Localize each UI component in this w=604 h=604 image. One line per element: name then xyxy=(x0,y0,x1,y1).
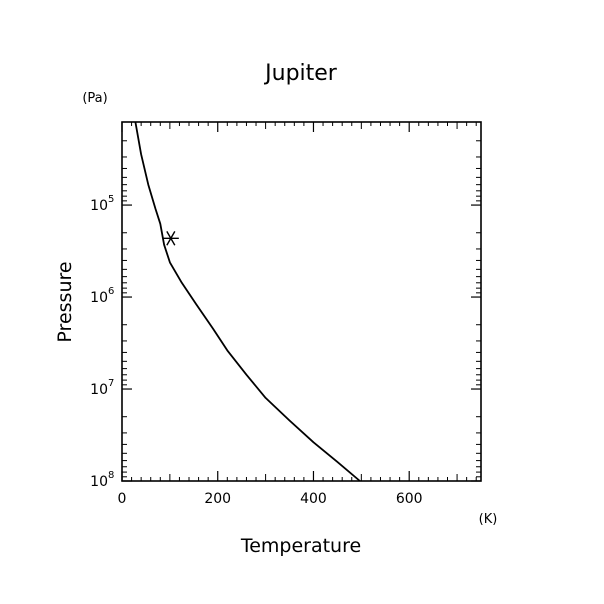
x-tick-label: 0 xyxy=(118,491,127,507)
x-tick-label: 400 xyxy=(300,491,327,507)
y-tick-label: 10 xyxy=(90,290,108,306)
y-unit-label: (Pa) xyxy=(82,91,107,106)
plot-frame xyxy=(121,121,482,482)
y-tick-label: 10 xyxy=(90,198,108,214)
x-axis-label: Temperature xyxy=(240,535,361,557)
y-tick-exponent: 6 xyxy=(108,286,114,297)
x-tick-label: 200 xyxy=(204,491,231,507)
y-tick-exponent: 8 xyxy=(108,470,114,481)
series-group xyxy=(134,121,361,482)
y-axis-label: Pressure xyxy=(54,261,76,342)
y-tick-label: 10 xyxy=(90,474,108,490)
asterisk-marker xyxy=(162,231,179,246)
y-tick-label: 10 xyxy=(90,382,108,398)
asterisk-stroke xyxy=(166,231,176,246)
y-tick-exponent: 5 xyxy=(108,194,114,205)
x-unit-label: (K) xyxy=(479,512,498,527)
y-tick-exponent: 7 xyxy=(108,378,114,389)
x-tick-label: 600 xyxy=(396,491,423,507)
chart-title: Jupiter xyxy=(263,61,338,86)
markers-group xyxy=(162,231,179,246)
axis-ticks xyxy=(121,122,481,482)
profile-line xyxy=(134,121,361,482)
